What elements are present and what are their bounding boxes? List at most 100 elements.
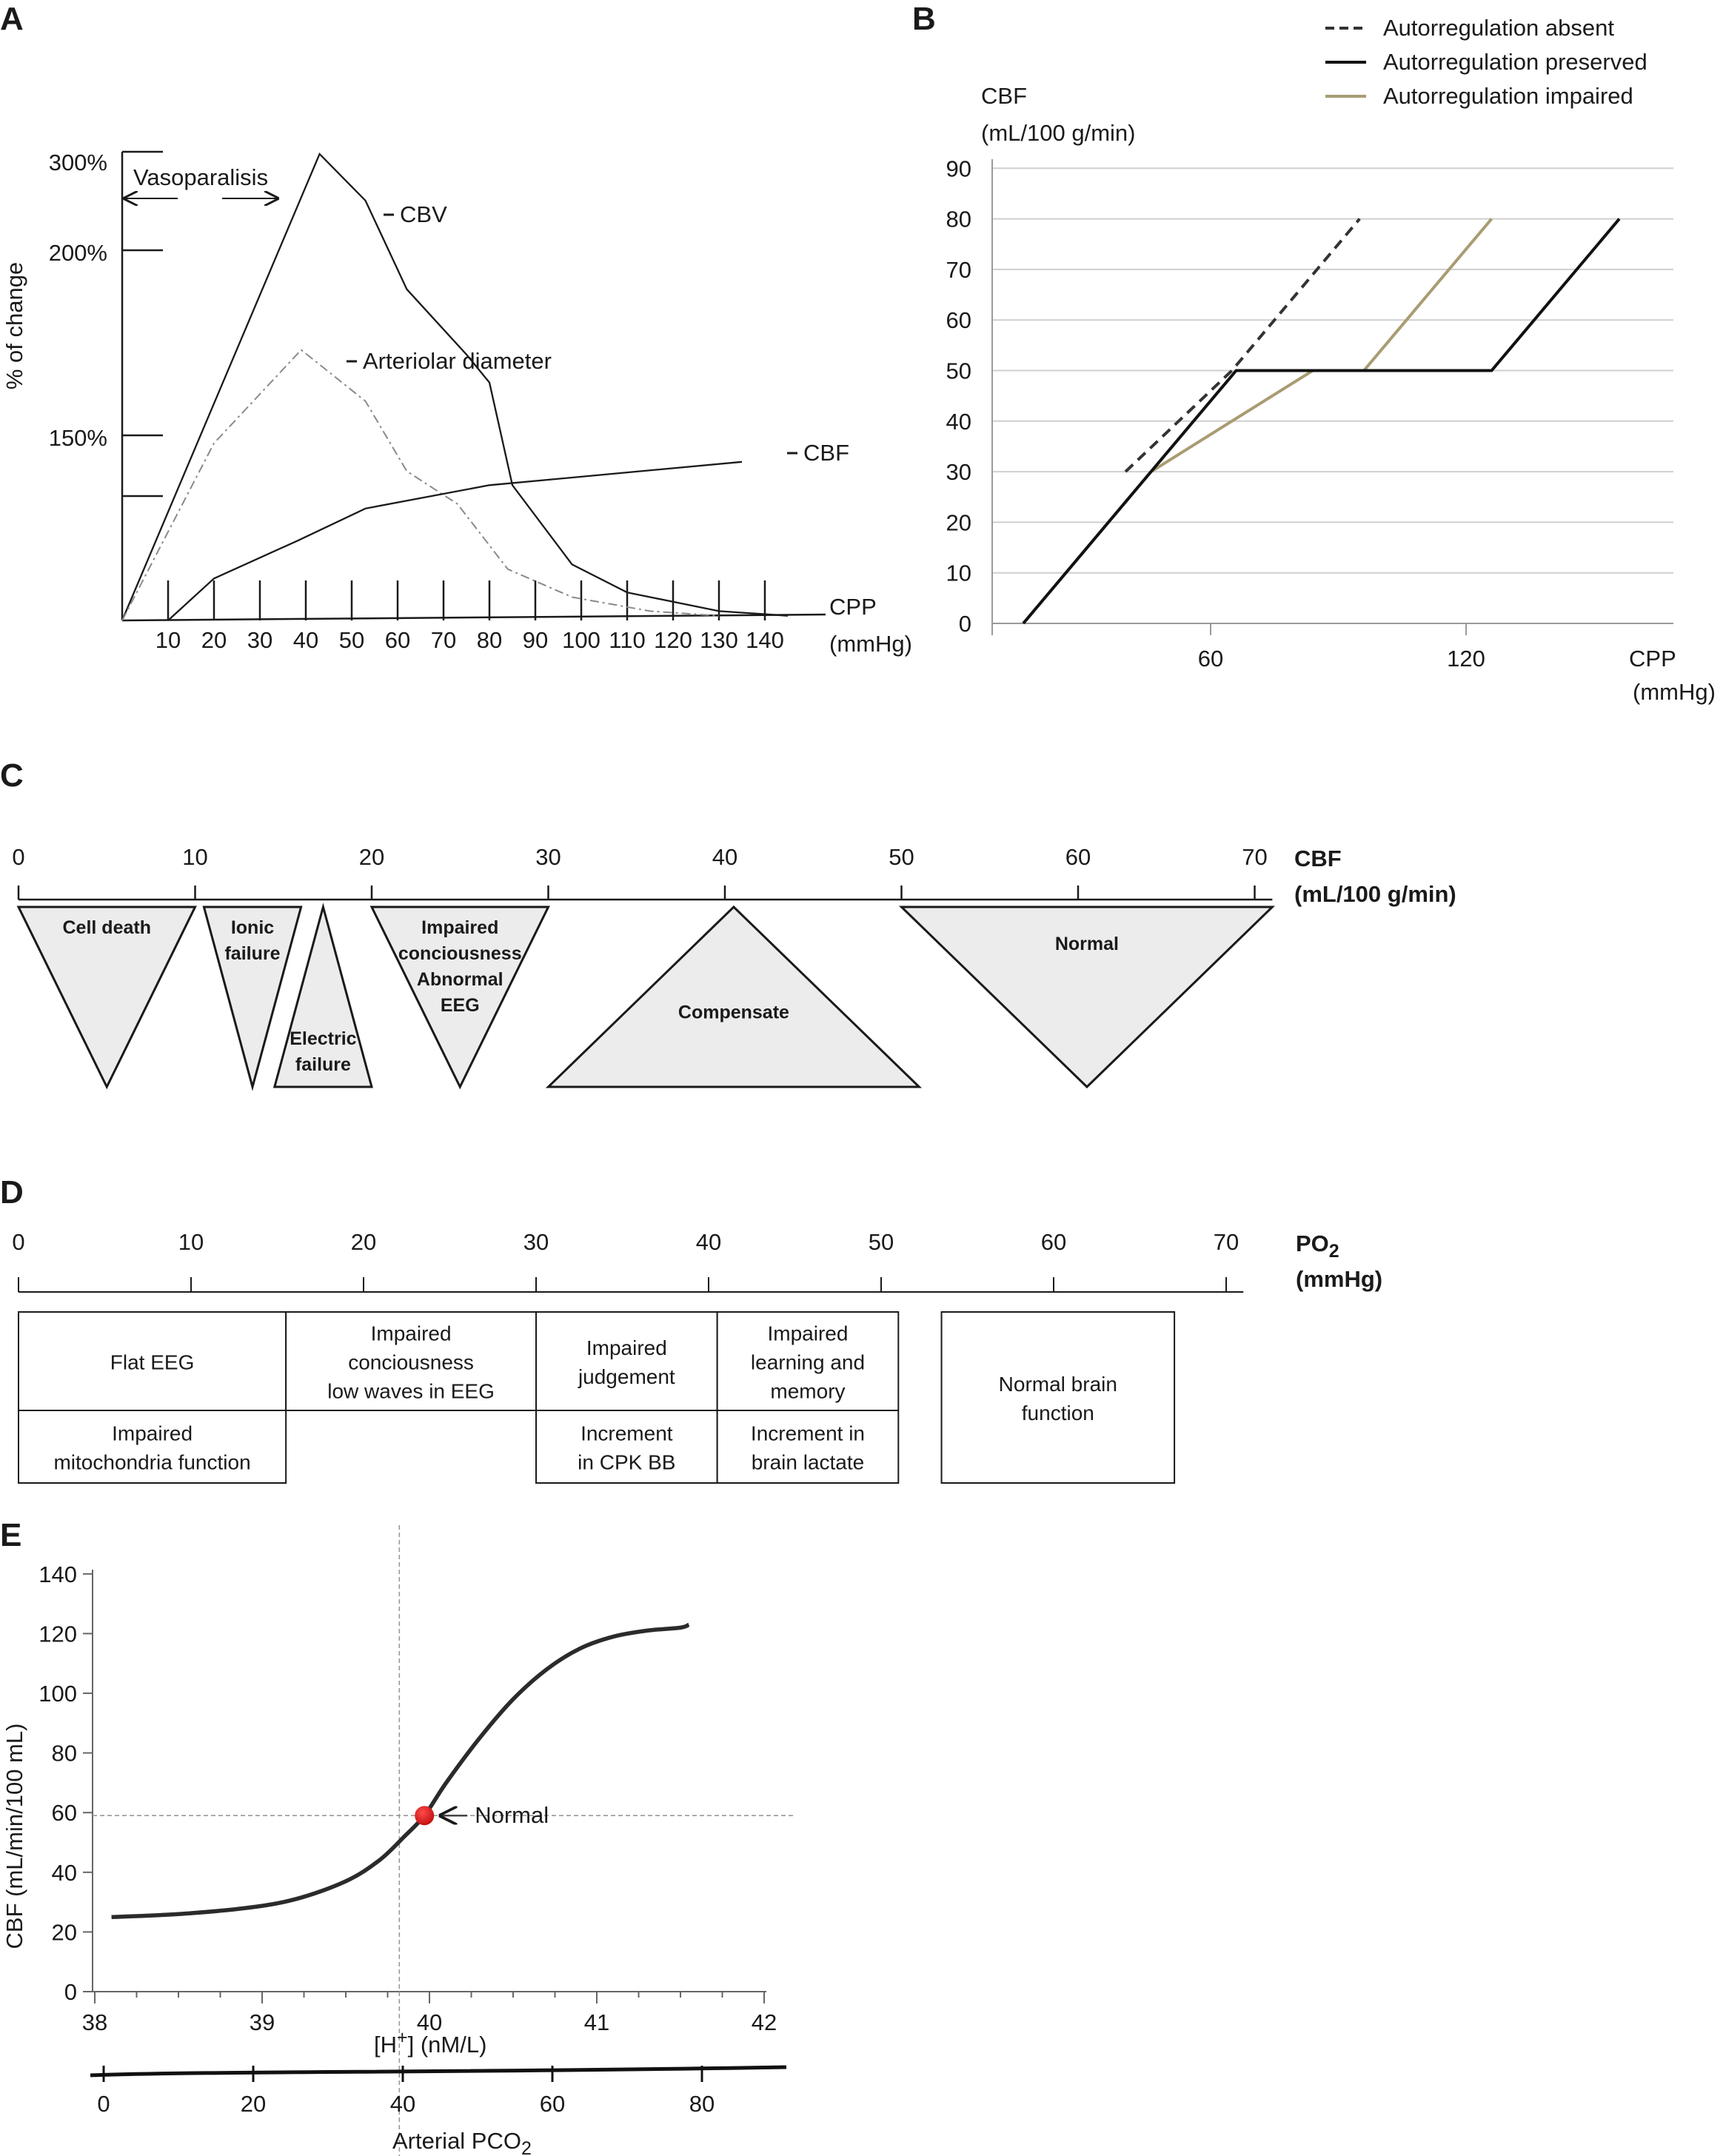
panel-a-xtick-label: 130 [700, 627, 738, 653]
panel-e-xtick-label: 38 [82, 2009, 107, 2035]
panel-c-region-triangle [16, 905, 197, 1090]
panel-b-ytick-label: 70 [946, 257, 971, 283]
panel-d-box-text: Normal brain [999, 1373, 1117, 1396]
panel-e-ytick-label: 60 [52, 1800, 77, 1826]
panel-c-region-label: conciousness [398, 943, 522, 964]
panel-e-series: Normal [111, 1622, 690, 1919]
panel-a-xtick-label: 70 [431, 627, 456, 653]
panel-b: B CBF (mL/100 g/min) 0 10 20 30 40 50 60 70 80 90… [912, 1, 1716, 705]
panel-b-xlabel: CPP [1629, 646, 1676, 672]
panel-a-xtick-label: 60 [385, 627, 410, 653]
panel-c-region-label: failure [224, 943, 280, 964]
panel-d-box [18, 1311, 287, 1484]
panel-c-tick-label: 70 [1242, 844, 1267, 870]
panel-a-series-line [121, 349, 720, 621]
panel-b-series-line [1124, 218, 1361, 473]
panel-d-box-text: mitochondria function [53, 1451, 250, 1474]
panel-e-axes: 0 20 40 60 80 100 120 140 38 39 40 41 42 [39, 1525, 796, 2156]
panel-b-ytick-label: 40 [946, 409, 971, 435]
panel-a-series-line [167, 461, 743, 621]
panel-b-series-line [1022, 218, 1621, 625]
panel-d-box-text: Impaired [112, 1422, 193, 1445]
panel-b-legend-label: Autorregulation preserved [1383, 49, 1647, 75]
panel-c-region-label: EEG [441, 995, 480, 1016]
panel-e-secondary-tick-label: 0 [97, 2091, 110, 2117]
panel-c-region-label: Abnormal [417, 969, 503, 990]
panel-a: A % of change 300% 200% 150% Vasoparalis… [0, 1, 912, 657]
panel-d-box-text: Increment in [751, 1422, 865, 1445]
panel-d: D 0 10 20 30 40 50 60 70 Flat EEG Impaired mitoch… [0, 1174, 1382, 1484]
panel-c-region-label: Electric [290, 1028, 356, 1049]
panel-c-region-label: failure [295, 1054, 351, 1075]
panel-b-xtick-label: 60 [1198, 646, 1223, 672]
panel-e-xtick-label: 42 [752, 2009, 777, 2035]
panel-b-xunit: (mmHg) [1633, 679, 1716, 705]
panel-d-box [285, 1311, 537, 1411]
panel-b-ylabel: CBF [981, 83, 1027, 109]
panel-c-tick-label: 20 [359, 844, 384, 870]
panel-e-curve [111, 1622, 690, 1919]
panel-e-ytick-label: 120 [39, 1621, 77, 1647]
panel-e-ylabel: CBF (mL/min/100 mL) [1, 1724, 27, 1949]
panel-c-xlabel: CBF [1294, 846, 1342, 871]
panel-e-secondary-axis: 0 20 40 60 80 [90, 2065, 787, 2117]
panel-c-xunit: (mL/100 g/min) [1294, 881, 1456, 907]
panel-a-ytick-label: 300% [49, 150, 107, 175]
panel-c-tick-label: 40 [712, 844, 737, 870]
panel-d-box-text: low waves in EEG [327, 1380, 495, 1403]
panel-d-xunit: (mmHg) [1296, 1266, 1382, 1292]
panel-e-secondary-tick-label: 80 [689, 2091, 715, 2117]
panel-b-label: B [912, 1, 936, 37]
panel-d-axis: 0 10 20 30 40 50 60 70 [12, 1229, 1244, 1293]
panel-d-box-text: learning and [751, 1351, 865, 1374]
panel-e-xlabel: [H+] (nM/L) [374, 2027, 486, 2058]
panel-b-ytick-label: 80 [946, 207, 971, 232]
panel-a-xtick-label: 20 [201, 627, 227, 653]
panel-d-box-text: memory [770, 1380, 845, 1403]
panel-b-grid: 0 10 20 30 40 50 60 70 80 90 60 120 [946, 155, 1673, 672]
panel-c-tick-label: 10 [182, 844, 207, 870]
panel-e-secondary-tick-label: 20 [241, 2091, 266, 2117]
panel-e-xtick-label: 39 [250, 2009, 275, 2035]
panel-c-region-label: Cell death [63, 917, 151, 938]
panel-e-xtick-label: 40 [417, 2009, 442, 2035]
panel-d-box [940, 1311, 1176, 1484]
panel-a-ytick-label: 150% [49, 425, 107, 451]
panel-d-box-text: Impaired [586, 1336, 667, 1359]
panel-a-ylabel: % of change [1, 262, 27, 389]
panel-c-region-triangle [898, 905, 1276, 1089]
panel-e: E CBF (mL/min/100 mL) 0 20 40 60 80 100 120 140… [0, 1517, 796, 2156]
panel-e-secondary-label: Arterial PCO2 [392, 2128, 532, 2156]
panel-d-tick-label: 70 [1214, 1229, 1239, 1255]
panel-a-xtick-label: 120 [654, 627, 692, 653]
panel-b-ytick-label: 20 [946, 509, 971, 535]
panel-d-box-text: in CPK BB [578, 1451, 675, 1474]
panel-e-label: E [0, 1517, 21, 1553]
panel-d-box-text: function [1022, 1402, 1094, 1424]
panel-c: C 0 10 20 30 40 50 60 70 Cell death Ionic failure… [0, 757, 1456, 1091]
panel-a-xtick-label: 10 [155, 627, 181, 653]
panel-e-secondary-tick-label: 60 [540, 2091, 565, 2117]
panel-e-ytick-label: 140 [39, 1561, 77, 1587]
panel-c-tick-label: 60 [1065, 844, 1091, 870]
panel-b-series [1022, 218, 1621, 625]
panel-b-yunit: (mL/100 g/min) [981, 120, 1135, 146]
panel-e-secondary-axis-line [90, 2065, 787, 2078]
panel-a-xtick-label: 40 [293, 627, 318, 653]
panel-b-ytick-label: 30 [946, 459, 971, 485]
panel-b-ytick-label: 10 [946, 560, 971, 586]
panel-a-series-label: CBV [400, 201, 447, 227]
panel-b-ytick-label: 0 [959, 611, 971, 637]
panel-a-vasoparalisis-label: Vasoparalisis [133, 164, 268, 190]
panel-d-box [716, 1311, 900, 1484]
panel-d-tick-label: 0 [12, 1229, 24, 1255]
panel-d-label: D [0, 1174, 24, 1211]
panel-d-box [535, 1311, 718, 1484]
panel-a-xtick-label: 50 [339, 627, 364, 653]
panel-e-ytick-label: 80 [52, 1741, 77, 1767]
panel-a-series-label: CBF [803, 440, 849, 466]
panel-c-tick-label: 50 [889, 844, 914, 870]
panel-c-region-label: Normal [1055, 934, 1119, 954]
panel-a-xtick-label: 100 [562, 627, 600, 653]
